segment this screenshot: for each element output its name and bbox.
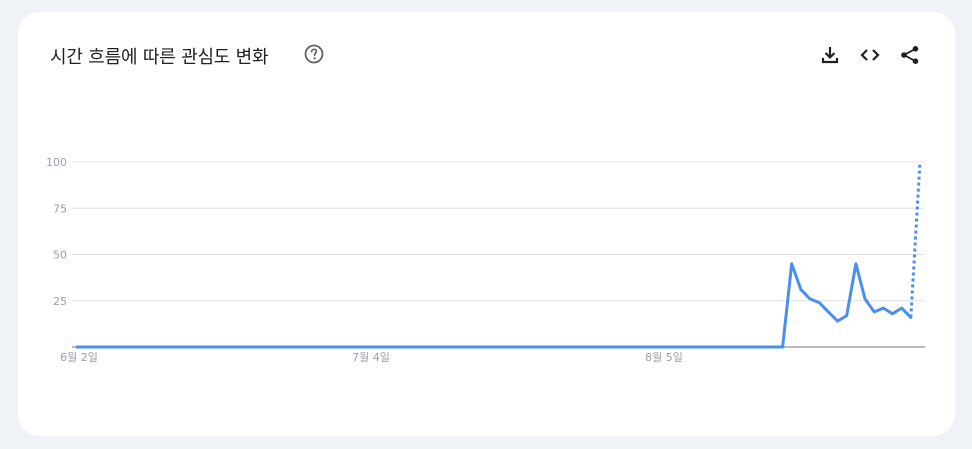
x-tick-label: 8월 5일	[645, 350, 683, 364]
download-icon[interactable]	[819, 44, 841, 66]
y-tick-label: 75	[53, 202, 67, 215]
share-icon[interactable]	[899, 44, 921, 66]
card-title: 시간 흐름에 따른 관심도 변화	[50, 47, 269, 68]
y-tick-label: 100	[46, 156, 67, 169]
series-line	[75, 262, 913, 349]
series-line-partial	[909, 161, 922, 318]
x-tick-label: 6월 2일	[60, 350, 98, 364]
x-tick-label: 7월 4일	[352, 350, 390, 364]
y-tick-label: 25	[53, 295, 67, 308]
interest-over-time-card: 시간 흐름에 따른 관심도 변화	[18, 12, 955, 436]
help-circle-icon[interactable]	[304, 44, 324, 64]
code-icon[interactable]	[859, 44, 881, 66]
y-tick-label: 50	[53, 249, 67, 262]
